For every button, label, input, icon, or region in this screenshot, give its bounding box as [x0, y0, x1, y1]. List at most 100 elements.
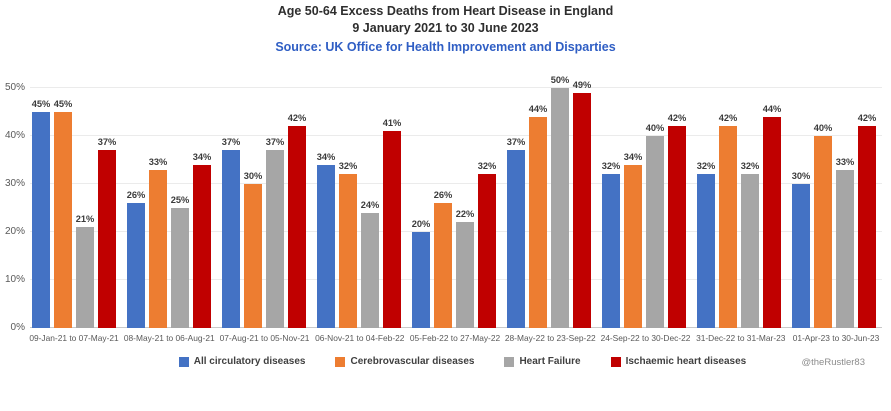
- bar-wrap: 26%: [434, 190, 452, 328]
- x-axis-label: 24-Sep-22 to 30-Dec-22: [600, 333, 691, 343]
- bar: [763, 116, 781, 328]
- bar: [602, 174, 620, 328]
- bar-label: 34%: [316, 151, 336, 162]
- bar-wrap: 32%: [741, 161, 759, 328]
- bar: [127, 203, 145, 328]
- legend-item: Cerebrovascular diseases: [335, 356, 474, 367]
- x-axis-slot: 01-Apr-23 to 30-Jun-23: [792, 333, 880, 343]
- bar-wrap: 26%: [127, 190, 145, 328]
- bar: [507, 150, 525, 328]
- bar-wrap: 44%: [529, 104, 547, 328]
- bar-label: 34%: [623, 151, 643, 162]
- bar-wrap: 37%: [266, 137, 284, 328]
- bar-label: 33%: [148, 156, 168, 167]
- bar-wrap: 45%: [54, 99, 72, 328]
- legend-swatch: [504, 356, 515, 367]
- x-axis-slot: 28-May-22 to 23-Sep-22: [505, 333, 596, 343]
- bar: [288, 126, 306, 328]
- bar-label: 45%: [31, 99, 51, 109]
- bar-group: 32% 42% 32% 44%: [697, 88, 781, 328]
- bar: [32, 112, 50, 328]
- bar: [646, 136, 664, 328]
- bar-label: 42%: [718, 113, 738, 124]
- bar: [76, 227, 94, 328]
- bar-wrap: 32%: [478, 161, 496, 328]
- y-axis-tick: 20%: [4, 226, 25, 237]
- bar-group: 26% 33% 25% 34%: [127, 88, 211, 328]
- bar: [551, 88, 569, 328]
- bar: [668, 126, 686, 328]
- bar-groups: 45% 45% 21% 37% 26% 33% 25% 34% 37% 30% 37% 42% 34% 3…: [32, 75, 876, 328]
- plot-area: 45% 45% 21% 37% 26% 33% 25% 34% 37% 30% 37% 42% 34% 3…: [30, 75, 882, 328]
- bar-wrap: 42%: [288, 113, 306, 328]
- bar-label: 49%: [572, 79, 592, 90]
- gridline: [30, 135, 882, 136]
- bar-label: 24%: [360, 199, 380, 210]
- legend-swatch: [335, 356, 346, 367]
- bar: [244, 184, 262, 328]
- bar: [361, 212, 379, 328]
- legend: All circulatory diseases Cerebrovascular …: [0, 356, 891, 367]
- bar-wrap: 32%: [697, 161, 715, 328]
- x-axis-label: 31-Dec-22 to 31-Mar-23: [696, 333, 786, 343]
- gridline: [30, 87, 882, 88]
- bar-label: 25%: [170, 195, 190, 205]
- bar-group: 34% 32% 24% 41%: [317, 88, 401, 328]
- bar-wrap: 25%: [171, 195, 189, 328]
- bar-label: 32%: [696, 161, 716, 172]
- bar-wrap: 33%: [836, 157, 854, 328]
- legend-label: Cerebrovascular diseases: [350, 356, 475, 367]
- bar-group: 32% 34% 40% 42%: [602, 88, 686, 328]
- bar: [383, 131, 401, 328]
- bar-label: 37%: [97, 137, 117, 148]
- legend-item: Ischaemic heart diseases: [610, 356, 746, 367]
- bar-label: 41%: [382, 118, 402, 129]
- bar-label: 45%: [53, 99, 73, 109]
- x-axis-label: 01-Apr-23 to 30-Jun-23: [792, 333, 880, 343]
- gridline: [30, 183, 882, 184]
- bar-label: 44%: [528, 103, 548, 114]
- bar-label: 30%: [243, 171, 263, 181]
- bar-label: 32%: [740, 161, 760, 172]
- legend-swatch: [178, 356, 189, 367]
- bar-wrap: 33%: [149, 157, 167, 328]
- bar-wrap: 34%: [193, 152, 211, 328]
- bar-wrap: 42%: [858, 113, 876, 328]
- x-axis-label: 09-Jan-21 to 07-May-21: [29, 333, 119, 343]
- bar-label: 37%: [221, 137, 241, 148]
- bar-label: 30%: [791, 171, 811, 181]
- bar-group: 20% 26% 22% 32%: [412, 88, 496, 328]
- x-axis-slot: 24-Sep-22 to 30-Dec-22: [600, 333, 691, 343]
- bar-wrap: 49%: [573, 80, 591, 328]
- y-axis: 0% 10% 20% 30% 40% 50%: [0, 82, 26, 333]
- bar: [412, 232, 430, 328]
- bar-label: 37%: [506, 137, 526, 148]
- bar-label: 34%: [192, 151, 212, 162]
- bar: [54, 112, 72, 328]
- bar-wrap: 30%: [244, 171, 262, 328]
- x-axis-slot: 31-Dec-22 to 31-Mar-23: [696, 333, 786, 343]
- chart-title: Age 50-64 Excess Deaths from Heart Disea…: [277, 4, 614, 18]
- x-axis-slot: 07-Aug-21 to 05-Nov-21: [220, 333, 310, 343]
- bar-wrap: 45%: [32, 99, 50, 328]
- legend-swatch: [610, 356, 621, 367]
- x-axis-slot: 05-Feb-22 to 27-May-22: [410, 333, 500, 343]
- bar-label: 26%: [126, 190, 146, 201]
- bar-wrap: 37%: [507, 137, 525, 328]
- bar-wrap: 24%: [361, 200, 379, 328]
- bar-wrap: 40%: [814, 123, 832, 328]
- bar-label: 40%: [813, 123, 833, 133]
- legend-label: Heart Failure: [519, 356, 581, 367]
- y-axis-tick: 40%: [4, 130, 25, 141]
- bar: [339, 174, 357, 328]
- bar: [529, 116, 547, 328]
- bar-label: 26%: [433, 190, 453, 201]
- bar-label: 32%: [477, 161, 497, 172]
- x-axis: 09-Jan-21 to 07-May-21 08-May-21 to 06-Au…: [29, 333, 880, 343]
- bar: [624, 164, 642, 328]
- bar-wrap: 20%: [412, 219, 430, 328]
- bar-wrap: 42%: [668, 113, 686, 328]
- bar-wrap: 32%: [602, 161, 620, 328]
- bar-wrap: 41%: [383, 118, 401, 328]
- bar-label: 33%: [835, 156, 855, 167]
